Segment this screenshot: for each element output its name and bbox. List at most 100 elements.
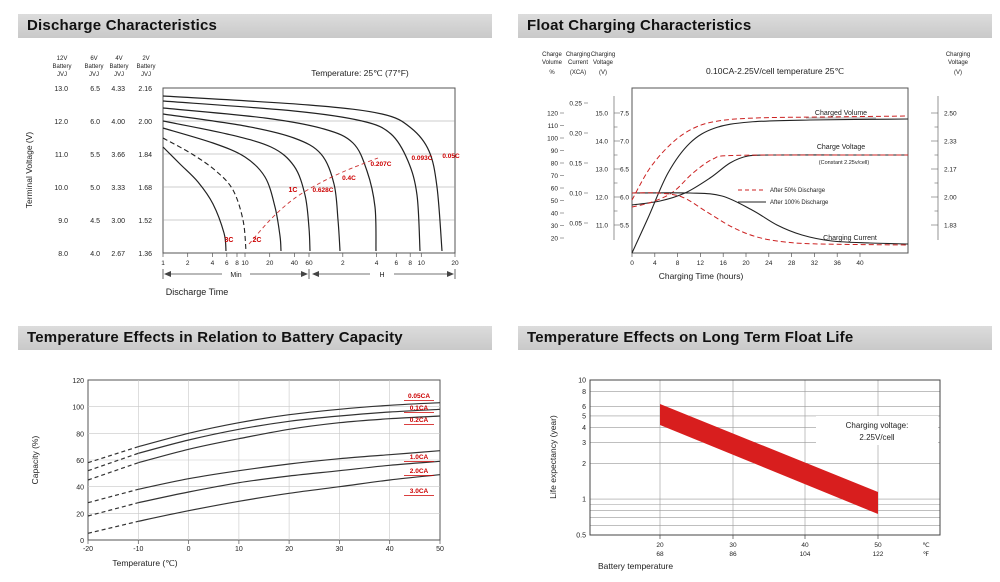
svg-text:90: 90 [551,148,559,155]
svg-text:6.0: 6.0 [620,195,629,202]
svg-text:13.0: 13.0 [595,167,608,174]
svg-text:20: 20 [76,511,84,518]
svg-text:Current: Current [568,60,588,66]
svg-text:0.093C: 0.093C [412,155,433,162]
svg-text:20: 20 [266,260,274,267]
svg-text:104: 104 [800,551,811,558]
svg-text:Battery temperature: Battery temperature [598,561,673,571]
svg-text:Voltage: Voltage [593,60,614,66]
svg-text:12.0: 12.0 [54,119,68,126]
svg-text:12: 12 [697,260,705,267]
svg-text:JVJ: JVJ [114,72,124,78]
svg-text:3C: 3C [225,237,234,244]
svg-text:8.0: 8.0 [58,251,68,258]
svg-text:100: 100 [72,405,84,412]
svg-text:2C: 2C [253,237,262,244]
svg-text:Charging: Charging [591,52,615,58]
svg-text:5.0: 5.0 [90,185,100,192]
svg-text:4.00: 4.00 [111,119,125,126]
svg-text:Charge: Charge [542,52,562,58]
svg-text:2: 2 [582,461,586,468]
section-float-life: Temperature Effects on Long Term Float L… [510,320,1000,582]
svg-text:50: 50 [436,546,444,553]
svg-text:70: 70 [551,173,559,180]
svg-text:0.05CA: 0.05CA [408,393,430,400]
svg-text:7.5: 7.5 [620,111,629,118]
svg-text:4.33: 4.33 [111,86,125,93]
svg-text:4.0: 4.0 [90,251,100,258]
svg-text:20: 20 [742,260,750,267]
section-discharge-characteristics: Discharge Characteristics Terminal Volta… [10,8,500,318]
svg-text:Battery: Battery [52,64,71,70]
svg-text:20: 20 [551,236,559,243]
svg-text:10: 10 [578,378,586,385]
svg-text:0.20: 0.20 [569,131,582,138]
svg-text:60: 60 [76,458,84,465]
svg-text:1.68: 1.68 [138,185,152,192]
svg-text:24: 24 [765,260,773,267]
svg-text:3.0CA: 3.0CA [410,488,429,495]
svg-text:0.628C: 0.628C [313,187,334,194]
svg-text:5.5: 5.5 [620,223,629,230]
svg-text:0.10: 0.10 [569,191,582,198]
svg-text:0.2CA: 0.2CA [410,417,429,424]
svg-text:15.0: 15.0 [595,111,608,118]
svg-text:-20: -20 [83,546,93,553]
svg-text:4: 4 [653,260,657,267]
svg-text:7.0: 7.0 [620,139,629,146]
svg-text:Temperature: 25℃ (77°F): Temperature: 25℃ (77°F) [311,68,409,78]
svg-text:0.207C: 0.207C [371,161,392,168]
svg-text:6: 6 [225,260,229,267]
svg-text:1.84: 1.84 [138,152,152,159]
svg-text:3.66: 3.66 [111,152,125,159]
svg-text:40: 40 [386,546,394,553]
svg-text:5.5: 5.5 [90,152,100,159]
svg-text:80: 80 [76,431,84,438]
svg-text:6: 6 [394,260,398,267]
svg-text:2V: 2V [142,56,149,62]
svg-text:10.0: 10.0 [54,185,68,192]
svg-text:3.33: 3.33 [111,185,125,192]
svg-text:1.52: 1.52 [138,218,152,225]
svg-text:Charging Time (hours): Charging Time (hours) [659,271,744,281]
section-temperature-capacity: Temperature Effects in Relation to Batte… [10,320,500,582]
svg-text:(XCA): (XCA) [570,70,586,76]
svg-text:2.16: 2.16 [138,86,152,93]
svg-text:(Constant 2.25v/cell): (Constant 2.25v/cell) [819,160,870,166]
svg-text:0: 0 [187,546,191,553]
svg-text:Charge Voltage: Charge Voltage [817,144,865,151]
svg-text:℉: ℉ [923,551,930,558]
svg-text:Battery: Battery [109,64,128,70]
float-charging-chart: 0.10CA-2.25V/cell temperature 25℃ Charge V… [542,52,970,281]
svg-text:100: 100 [547,136,558,143]
svg-text:40: 40 [856,260,864,267]
svg-text:86: 86 [729,551,737,558]
svg-text:11.0: 11.0 [55,152,68,159]
svg-text:30: 30 [729,542,737,549]
svg-text:JVJ: JVJ [89,72,99,78]
svg-text:Terminal Voltage (V): Terminal Voltage (V) [24,132,34,209]
section-title-discharge: Discharge Characteristics [18,14,492,38]
svg-text:50: 50 [551,198,559,205]
svg-text:6.5: 6.5 [620,167,629,174]
svg-text:1.36: 1.36 [138,251,152,258]
svg-text:Volume: Volume [542,60,563,66]
svg-text:Charged Volume: Charged Volume [815,110,867,117]
svg-text:3.00: 3.00 [111,218,125,225]
svg-text:6.5: 6.5 [90,86,100,93]
svg-text:12.0: 12.0 [595,195,608,202]
svg-text:10: 10 [241,260,249,267]
svg-text:0.15: 0.15 [569,161,582,168]
svg-text:80: 80 [551,161,559,168]
svg-text:(V): (V) [954,70,962,76]
svg-text:40: 40 [76,485,84,492]
svg-text:60: 60 [305,260,313,267]
svg-text:4.5: 4.5 [90,218,100,225]
svg-text:32: 32 [811,260,819,267]
svg-text:Battery: Battery [136,64,155,70]
svg-text:28: 28 [788,260,796,267]
svg-text:1: 1 [582,497,586,504]
svg-text:Capacity (%): Capacity (%) [30,436,40,485]
svg-text:After 100% Discharge: After 100% Discharge [770,200,829,206]
